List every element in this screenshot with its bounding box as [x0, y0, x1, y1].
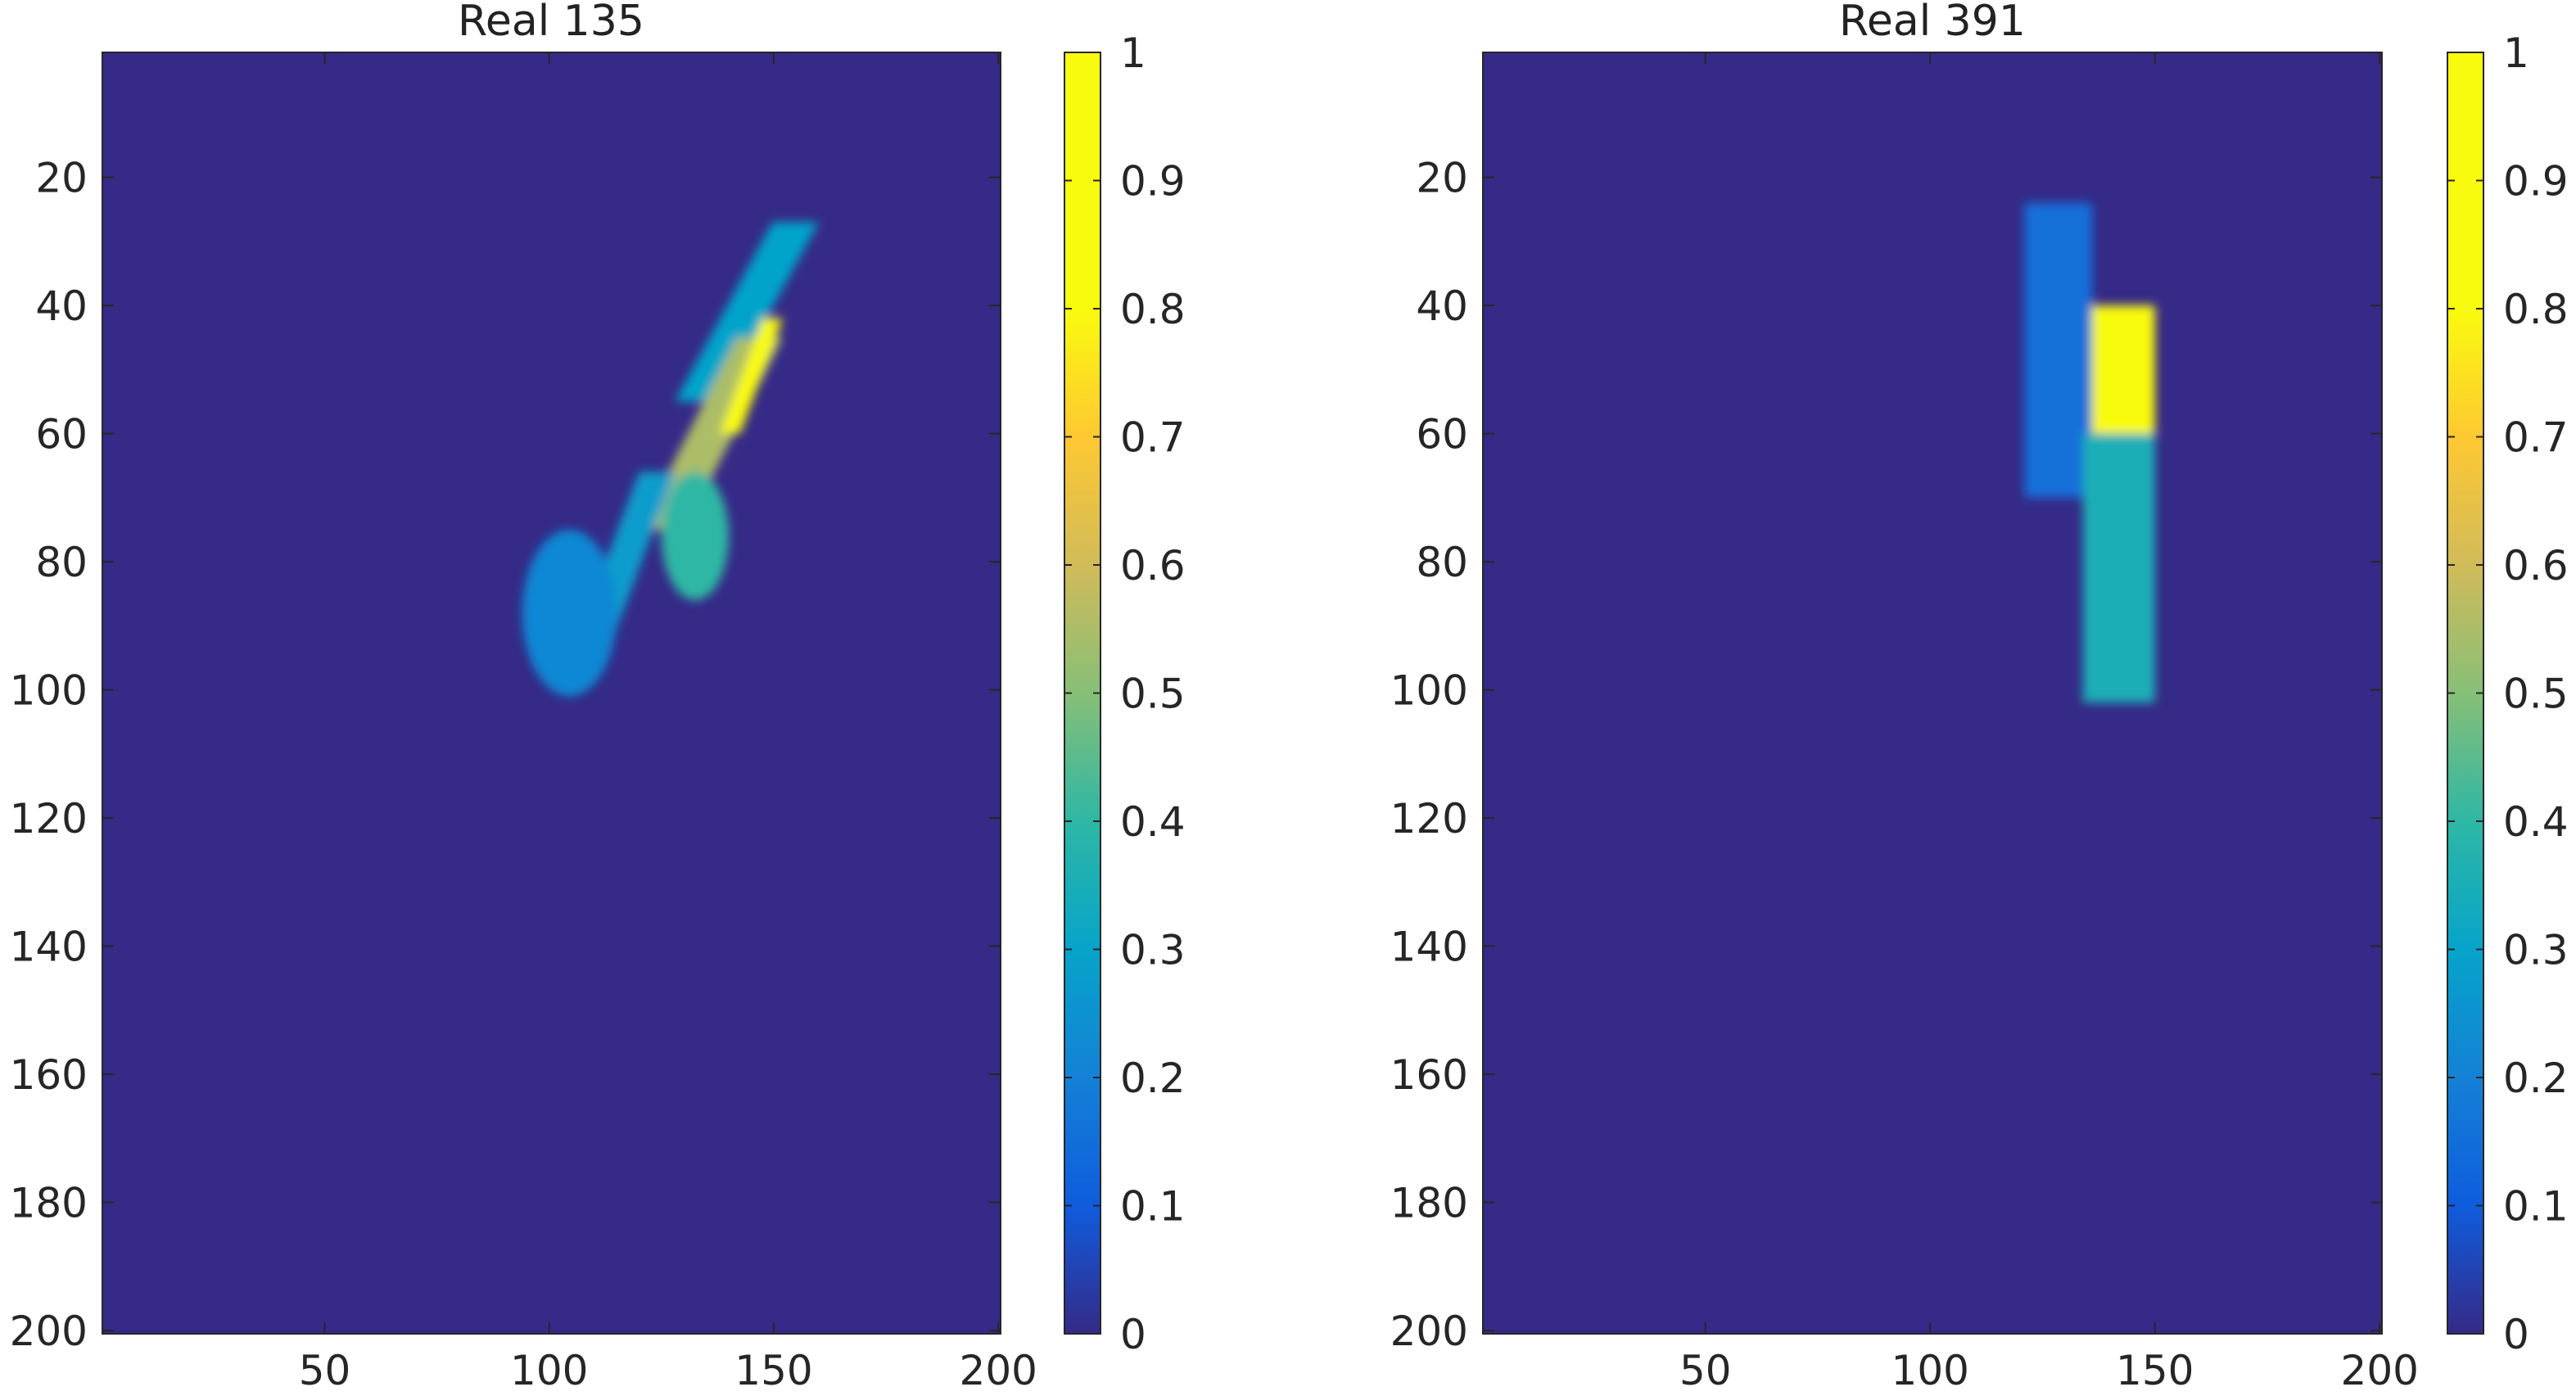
chart-title: Real 391	[1839, 0, 2026, 46]
colorbar-tick-label: 0.8	[1120, 286, 1186, 333]
heatmap-region	[720, 318, 783, 434]
y-tick-label: 100	[1390, 667, 1468, 715]
colorbar-tick-label: 0.9	[1120, 158, 1186, 206]
y-tick-label: 80	[1416, 539, 1468, 586]
y-tick-label: 140	[1390, 924, 1468, 971]
colorbar-tick-label: 0.7	[2503, 414, 2569, 462]
colorbar-tick-label: 0.9	[2503, 158, 2569, 206]
colorbar-tick-label: 0.3	[1120, 927, 1186, 974]
heatmap-panel-1: Real 135 50 100 150 200 20 40 60 80 100 120 140 16…	[10, 0, 1186, 1394]
colorbar-tick-label: 0	[1120, 1311, 1146, 1358]
y-tick-label: 40	[1416, 282, 1468, 330]
y-axis: 20 40 60 80 100 120 140 160 180 200	[10, 155, 1001, 1355]
heatmap-region	[2024, 202, 2092, 498]
heatmap-features	[2024, 202, 2155, 703]
x-axis: 50 100 150 200	[1679, 52, 2419, 1394]
x-tick-label: 50	[299, 1347, 351, 1394]
colorbar-tick-label: 0.1	[2503, 1183, 2569, 1231]
colorbar-tick-label: 0.4	[1120, 798, 1186, 846]
colorbar-tick-label: 0.8	[2503, 286, 2569, 333]
x-tick-label: 200	[2341, 1347, 2419, 1394]
y-tick-label: 100	[10, 667, 88, 715]
x-tick-label: 150	[2116, 1347, 2194, 1394]
chart-title: Real 135	[458, 0, 644, 46]
y-tick-label: 200	[1390, 1308, 1468, 1355]
plot-area	[1482, 52, 2383, 1335]
colorbar-tick-label: 0.2	[2503, 1055, 2569, 1102]
colorbar-tick-label: 1	[2503, 29, 2529, 77]
y-tick-label: 20	[1416, 155, 1468, 202]
colorbar-tick-label: 0.5	[1120, 671, 1186, 718]
heatmap-region	[675, 222, 819, 402]
y-tick-label: 140	[10, 924, 88, 971]
y-axis: 20 40 60 80 100 120 140 160 180 200	[1390, 155, 2382, 1355]
x-tick-label: 100	[510, 1347, 588, 1394]
y-tick-label: 160	[1390, 1051, 1468, 1099]
heatmap-region	[2091, 305, 2155, 434]
y-tick-label: 80	[35, 539, 88, 586]
colorbar-ticks: 0 0.1 0.2 0.3 0.4 0.5 0.6 0.7 0.8 0.9 1	[2447, 29, 2569, 1358]
colorbar-tick-label: 0.6	[1120, 542, 1186, 590]
y-tick-label: 60	[35, 411, 88, 459]
colorbar-tick-label: 0.3	[2503, 927, 2569, 974]
colorbar-tick-label: 0	[2503, 1311, 2529, 1358]
colorbar-tick-label: 0.4	[2503, 798, 2569, 846]
heatmap-features	[522, 222, 819, 697]
y-tick-label: 20	[35, 155, 88, 202]
colorbar-tick-label: 0.7	[1120, 414, 1186, 462]
colorbar-tick-label: 0.2	[1120, 1055, 1186, 1102]
colorbar-tick-label: 0.5	[2503, 671, 2569, 718]
heatmap-region	[661, 472, 730, 601]
y-tick-label: 120	[1390, 795, 1468, 843]
y-tick-label: 160	[10, 1051, 88, 1099]
colorbar-tick-label: 0.6	[2503, 542, 2569, 590]
y-tick-label: 180	[10, 1180, 88, 1227]
y-tick-label: 40	[35, 282, 88, 330]
y-tick-label: 180	[1390, 1180, 1468, 1227]
heatmap-panel-2: Real 391 50 100 150 200 20 40 60 80 100 120 140 16…	[1390, 0, 2569, 1394]
x-tick-label: 50	[1679, 1347, 1732, 1394]
x-tick-label: 100	[1891, 1347, 1969, 1394]
colorbar-ticks: 0 0.1 0.2 0.3 0.4 0.5 0.6 0.7 0.8 0.9 1	[1064, 29, 1186, 1358]
heatmap-region	[522, 529, 617, 697]
x-tick-label: 150	[734, 1347, 812, 1394]
heatmap-region	[2082, 433, 2155, 703]
y-tick-label: 120	[10, 795, 88, 843]
plot-area	[102, 52, 1001, 1335]
colorbar-tick-label: 1	[1120, 29, 1146, 77]
y-tick-label: 200	[10, 1308, 88, 1355]
x-tick-label: 200	[960, 1347, 1037, 1394]
y-tick-label: 60	[1416, 411, 1468, 459]
colorbar-tick-label: 0.1	[1120, 1183, 1186, 1231]
x-axis: 50 100 150 200	[299, 52, 1037, 1394]
